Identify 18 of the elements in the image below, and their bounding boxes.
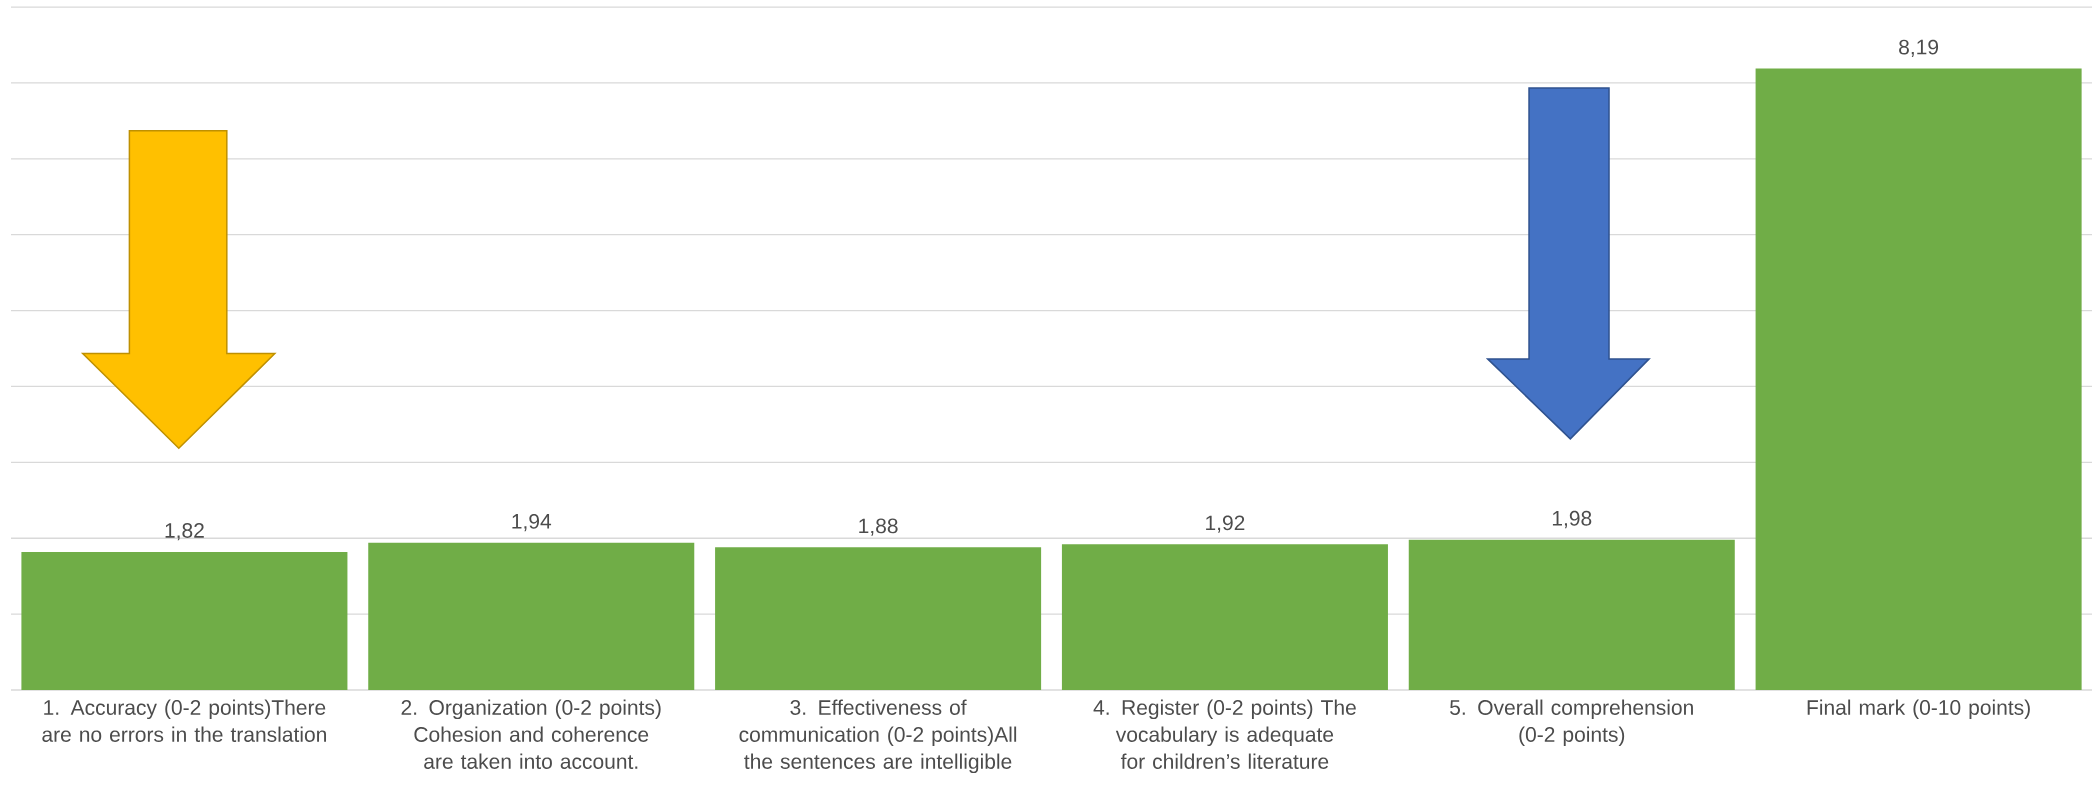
bar [715,547,1042,690]
bar [1408,539,1735,690]
x-tick-label: 2. Organization (0-2 points) Cohesion and coherence are taken into account. [401,699,661,769]
bar [21,551,348,690]
x-tick-label: 3. Effectiveness of communication (0-2 points)All the sentences are intelligible [739,699,1017,774]
data-label: 1,88 [859,518,898,536]
x-tick-label: Final mark (0-10 points) [1807,699,2030,720]
data-label: 1,98 [1552,510,1592,529]
x-tick-label: 1. Accuracy (0-2 points)There are no errors in the translation [42,699,326,742]
data-label: 8,19 [1899,39,1939,57]
x-tick-label: 5. Overall comprehension (0-2 points) [1450,699,1693,747]
data-label: 1,94 [512,513,552,532]
bar [1755,68,2082,690]
x-tick-label: 4. Register (0-2 points) The vocabulary is adequate for children’s literature [1093,699,1356,769]
data-label: 1,92 [1206,515,1245,533]
bar [368,542,695,690]
data-label: 1,82 [165,523,204,541]
bar [1061,544,1388,690]
